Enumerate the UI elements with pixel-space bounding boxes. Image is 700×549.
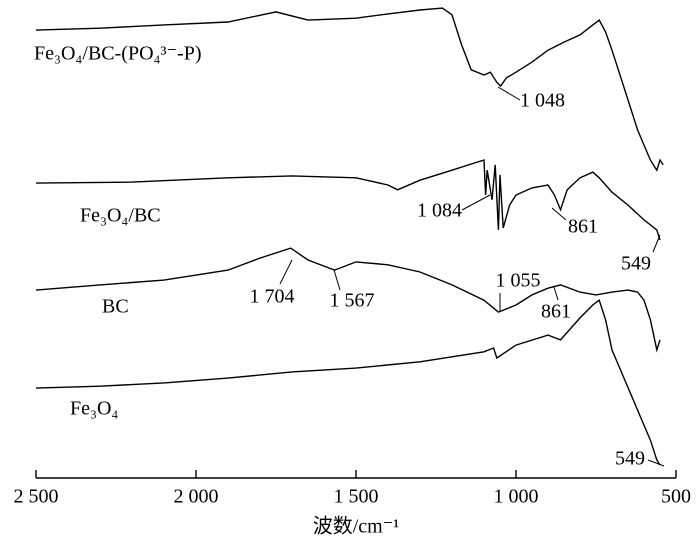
x-tick-label: 1 500 <box>334 486 379 508</box>
annotation-leader <box>553 286 559 301</box>
spectrum-line <box>35 247 661 353</box>
series-label: BC <box>102 296 129 318</box>
annotation: 861 <box>568 216 598 238</box>
annotation-leader <box>279 259 293 285</box>
x-axis-label: 波数/cm⁻¹ <box>313 515 400 538</box>
annotation: 549 <box>615 448 645 470</box>
annotation: 1 055 <box>496 270 541 292</box>
annotation: 861 <box>541 301 571 323</box>
annotation-leader <box>551 207 567 221</box>
series-label: Fe₃O₄/BC-(PO₄³⁻-P) <box>34 43 201 65</box>
annotation: 1 567 <box>330 290 375 312</box>
series-label: Fe₃O₄ <box>70 398 118 420</box>
annotation: 1 084 <box>417 200 462 222</box>
x-tick-label: 2 000 <box>174 486 219 508</box>
spectrum-line <box>35 299 661 466</box>
spectrum-line <box>35 7 664 172</box>
annotation-leader <box>652 234 661 253</box>
annotation-leader <box>497 86 521 101</box>
annotation: 1 704 <box>250 286 295 308</box>
annotation: 549 <box>621 253 651 275</box>
annotation-leader <box>647 459 665 467</box>
x-tick-label: 2 500 <box>14 486 59 508</box>
series-label: Fe₃O₄/BC <box>80 205 161 227</box>
spectrum-line <box>35 159 661 241</box>
annotation-leader <box>333 269 341 291</box>
x-tick-label: 1 000 <box>494 486 539 508</box>
x-tick-label: 500 <box>661 486 691 508</box>
annotation-leader <box>461 194 491 211</box>
annotation: 1 048 <box>520 90 565 112</box>
